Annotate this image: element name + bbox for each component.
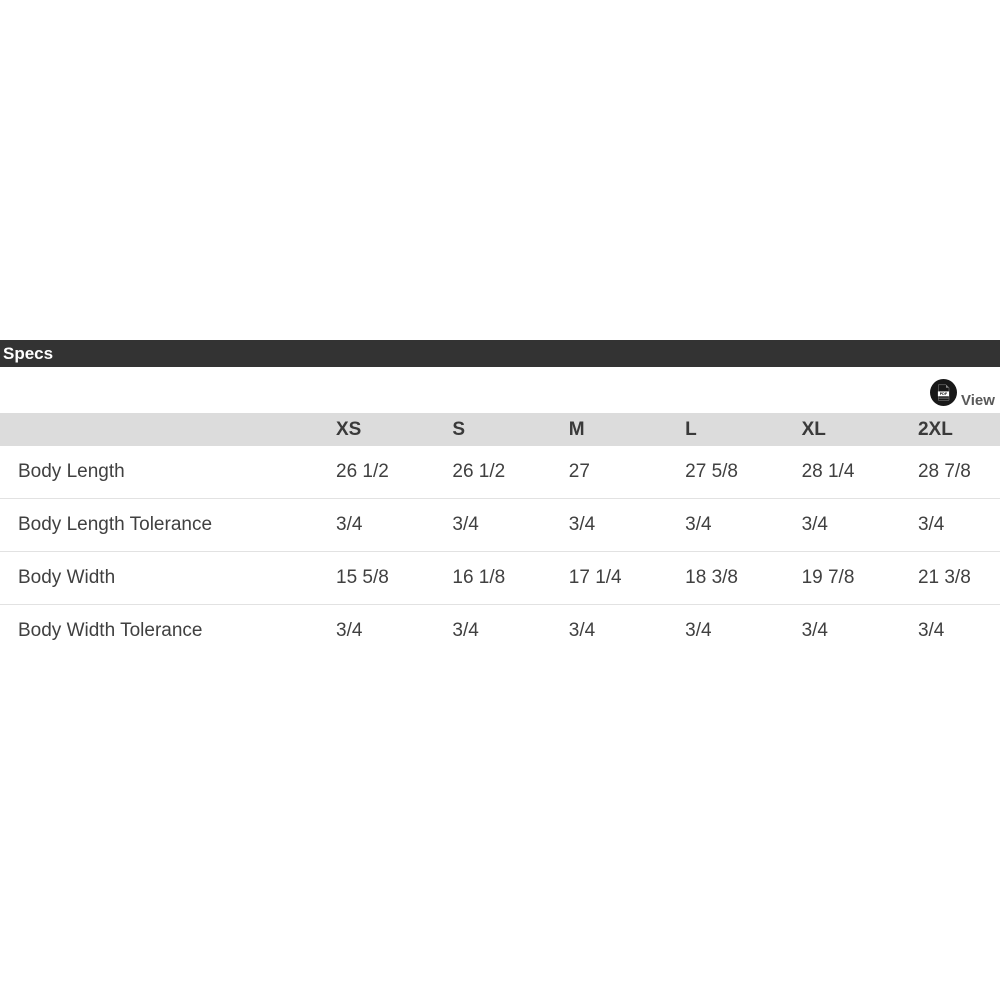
svg-text:PDF: PDF (940, 392, 948, 396)
